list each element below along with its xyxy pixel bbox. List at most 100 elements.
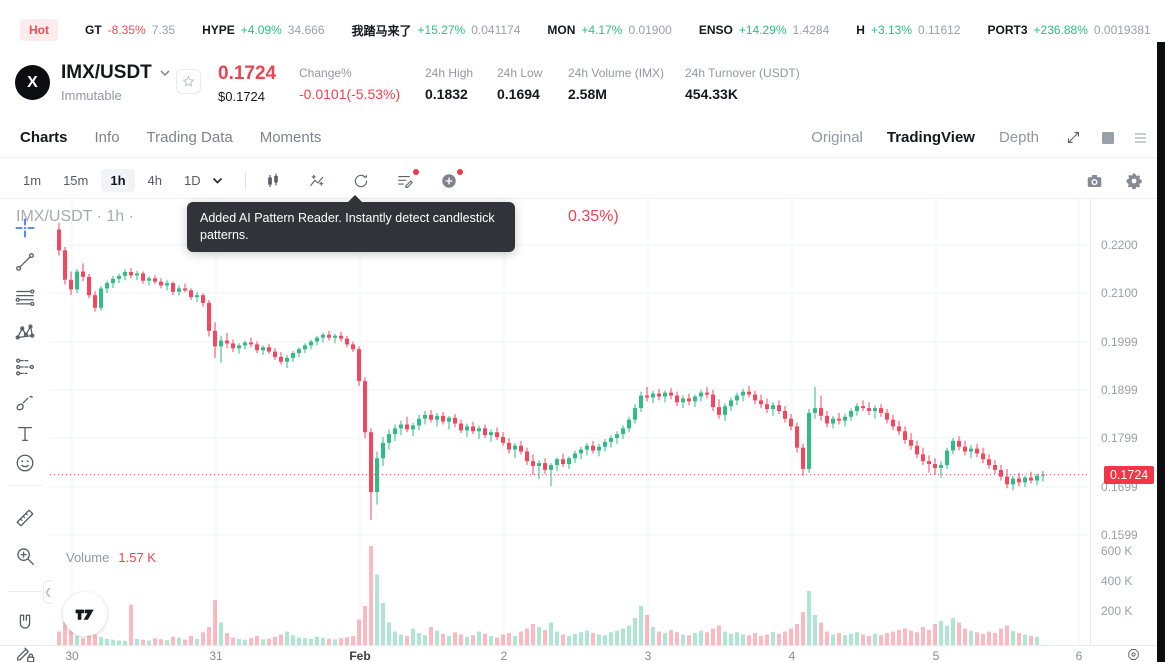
mode-tab-original[interactable]: Original [811,129,863,146]
price-tick: 0.2200 [1101,238,1138,252]
time-tick: Feb [349,649,371,662]
collapse-sidebar-handle[interactable]: ❮ [43,580,52,604]
interval-1m[interactable]: 1m [23,173,42,188]
ticker-symbol: HYPE [202,23,235,37]
ticker-change: +236.88% [1033,23,1088,37]
tooltip-text: Added AI Pattern Reader. Instantly detec… [200,211,495,242]
xabcd-pattern-tool-icon[interactable] [14,321,36,343]
interval-1D[interactable]: 1D [184,173,201,188]
interval-group: 1m 15m 1h 4h 1D [14,169,210,192]
ticker-price: 0.041174 [471,23,521,37]
chart-mode-tabs: Original TradingView Depth [811,129,1039,146]
crosshair-tool-icon[interactable] [14,217,36,239]
tab-moments[interactable]: Moments [259,129,322,146]
ticker-item[interactable]: H +3.13% 0.11612 [856,22,960,39]
ticker-item[interactable]: ENSO +14.29% 1.4284 [699,22,829,39]
header-stat: Change% -0.0101(-5.53%) [299,66,425,102]
time-tick: 2 [500,649,508,662]
chart-toolbar: 1m 15m 1h 4h 1D [0,163,1157,199]
price-tick: 400 K [1101,574,1133,588]
hamburger-icon[interactable] [1134,132,1147,144]
fib-retracement-tool-icon[interactable] [14,286,36,308]
fullscreen-icon[interactable] [1065,129,1082,146]
chart-mode-group: Original TradingView Depth [811,129,1147,146]
pair-fullname: Immutable [61,88,122,103]
right-edge-panel[interactable] [1157,42,1165,662]
interval-1h[interactable]: 1h [101,169,135,192]
ticker-price: 7.35 [151,23,176,37]
ticker-items: GT -8.35% 7.35 HYPE +4.09% 34.666 我踏马来了 +15.27%… [85,22,1157,39]
tab-trading-data[interactable]: Trading Data [146,129,233,146]
settings-gear-icon[interactable] [1125,172,1143,190]
chart-settings-icon[interactable] [1126,647,1141,662]
add-indicator-icon[interactable] [440,168,463,190]
favorite-button[interactable] [176,69,201,94]
ticker-item[interactable]: 我踏马来了 +15.27% 0.041174 [352,22,521,39]
plot-area[interactable] [50,199,1090,646]
divider [8,485,42,486]
toolbar-icons [264,168,463,190]
ticker-change: +4.17% [581,23,623,37]
ticker-price: 0.11612 [918,23,961,37]
time-tick: 30 [65,649,79,662]
ticker-item[interactable]: PORT3 +236.88% 0.0019381 [988,22,1151,39]
interval-4h[interactable]: 4h [147,173,162,188]
chart-legend: IMX/USDT · 1h · [16,208,134,225]
stat-label: 24h Turnover (USDT) [685,66,800,80]
ticker-item[interactable]: MON +4.17% 0.01900 [547,22,671,39]
candlestick-style-icon[interactable] [264,172,282,190]
header-stat: 24h Low 0.1694 [497,66,568,102]
price-tick: 0.1999 [1101,335,1138,349]
ticker-symbol: MON [547,23,576,37]
pair-selector[interactable]: IMX/USDT [61,62,170,84]
brush-tool-icon[interactable] [14,391,36,413]
divider [8,591,42,592]
hot-badge[interactable]: Hot [20,19,58,41]
tab-charts[interactable]: Charts [20,129,68,146]
stat-label: Change% [299,66,352,80]
tooltip-arrow [347,195,363,203]
forecast-tool-icon[interactable] [14,356,36,378]
ruler-tool-icon[interactable] [14,507,36,529]
notification-dot [456,168,463,175]
ticker-item[interactable]: HYPE +4.09% 34.666 [202,22,324,39]
refresh-icon[interactable] [352,172,370,190]
zoom-in-tool-icon[interactable] [14,545,36,567]
text-tool-icon[interactable] [14,423,36,445]
tradingview-logo-icon[interactable] [63,592,107,636]
trend-line-tool-icon[interactable] [14,251,36,273]
ticker-price: 1.4284 [792,23,830,37]
time-tick: 31 [209,649,223,662]
ticker-symbol: 我踏马来了 [351,23,412,38]
camera-icon[interactable] [1085,172,1103,190]
magnet-tool-icon[interactable] [14,612,36,634]
stat-value: 0.1832 [425,86,468,102]
header-stat: 24h Turnover (USDT) 454.33K [685,66,815,102]
imx-logo-icon: X [15,65,50,100]
ticker-change: -8.35% [107,23,146,37]
pattern-list-icon[interactable] [396,168,419,190]
indicators-icon[interactable] [308,172,326,190]
time-tick: 4 [788,649,796,662]
mode-tab-tradingview[interactable]: TradingView [886,129,975,146]
header-stat: 24h Volume (IMX) 2.58M [568,66,685,102]
mode-icons [1065,129,1147,146]
volume-value: 1.57 K [118,550,156,565]
chevron-down-icon [160,70,170,76]
last-price-usd: $0.1724 [218,89,265,104]
interval-15m[interactable]: 15m [63,173,89,188]
price-axis[interactable]: 0.2200 0.2100 0.1999 0.1899 0.1799 0.1699 0.15… [1090,199,1157,645]
tab-info[interactable]: Info [94,129,120,146]
price-tick: 200 K [1101,604,1133,618]
volume-legend: Volume 1.57 K [66,550,156,565]
price-tick: 0.1599 [1101,528,1138,542]
mode-tab-depth[interactable]: Depth [998,129,1039,146]
ticker-item[interactable]: GT -8.35% 7.35 [85,22,175,39]
panel-square-icon[interactable] [1101,131,1115,145]
time-tick: 3 [644,649,652,662]
emoji-tool-icon[interactable] [14,452,36,474]
ticker-symbol: H [856,23,865,37]
interval-dropdown-caret-icon[interactable] [212,177,223,184]
time-axis[interactable]: 30 31 Feb 2 3 4 5 6 [0,645,1157,662]
